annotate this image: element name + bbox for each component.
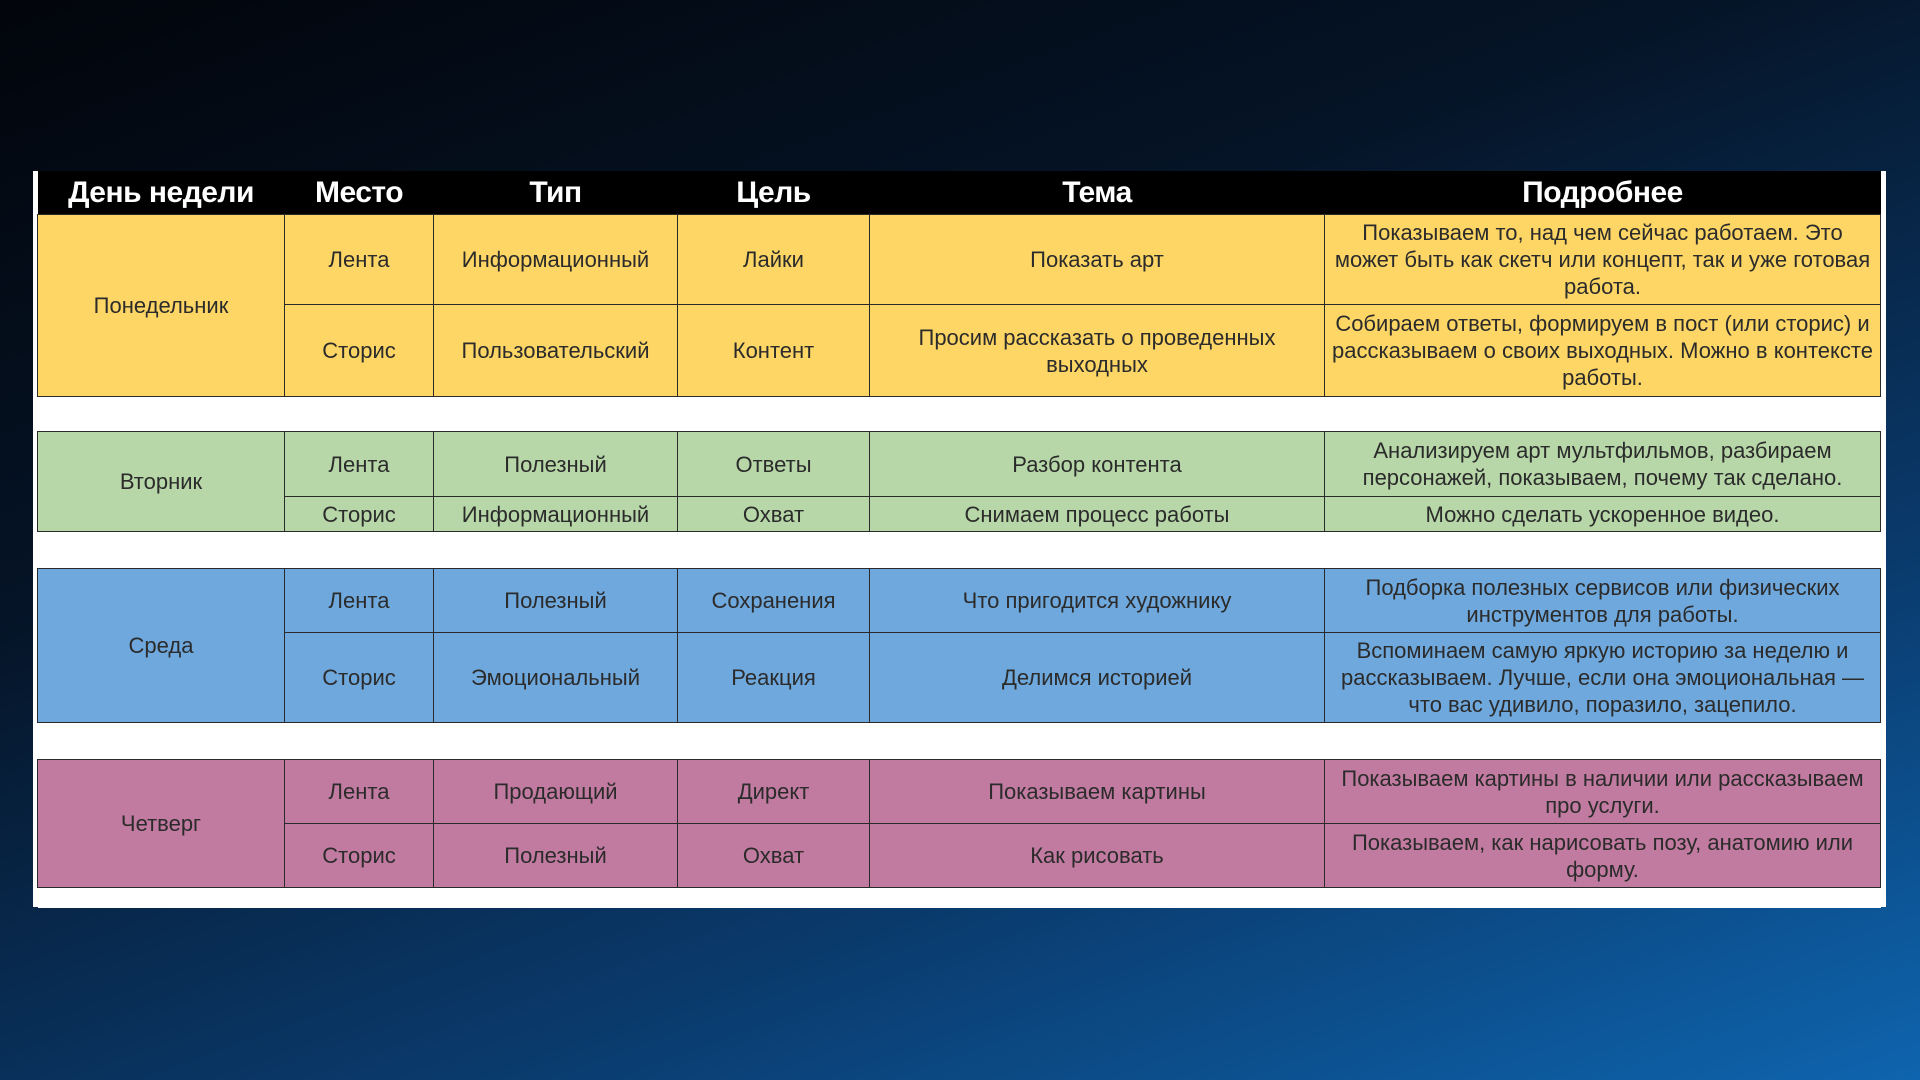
type-cell: Полезный bbox=[433, 431, 678, 497]
content-plan-table: День недели Место Тип Цель Тема Подробне… bbox=[37, 171, 1881, 908]
topic-cell: Снимаем процесс работы bbox=[869, 496, 1325, 532]
topic-cell: Показываем картины bbox=[869, 759, 1325, 824]
table-row: Четверг Лента Продающий Директ Показываем ка… bbox=[37, 759, 1881, 888]
goal-cell: Директ bbox=[677, 759, 870, 824]
details-cell: Собираем ответы, формируем в пост (или с… bbox=[1324, 304, 1881, 397]
day-cell: Среда bbox=[37, 568, 285, 723]
type-cell: Полезный bbox=[433, 823, 678, 888]
goal-cell: Сохранения bbox=[677, 568, 870, 633]
type-cell: Продающий bbox=[433, 759, 678, 824]
details-cell: Можно сделать ускоренное видео. bbox=[1324, 496, 1881, 532]
spacer-row bbox=[37, 531, 1881, 569]
place-cell: Сторис bbox=[284, 823, 434, 888]
table-row: Сторис Полезный Охват Как рисовать Показывае… bbox=[38, 823, 1881, 888]
header-topic: Тема bbox=[869, 171, 1325, 215]
goal-cell: Ответы bbox=[677, 431, 870, 497]
details-cell: Показываем, как нарисовать позу, анатоми… bbox=[1324, 823, 1881, 888]
header-day: День недели bbox=[37, 171, 285, 215]
goal-cell: Лайки bbox=[677, 214, 870, 305]
spacer-row bbox=[37, 887, 1881, 908]
spacer-row bbox=[37, 722, 1881, 760]
goal-cell: Охват bbox=[677, 823, 870, 888]
place-cell: Лента bbox=[284, 214, 434, 305]
topic-cell: Делимся историей bbox=[869, 632, 1325, 723]
table-row: Сторис Эмоциональный Реакция Делимся истори… bbox=[38, 632, 1881, 723]
type-cell: Эмоциональный bbox=[433, 632, 678, 723]
details-cell: Подборка полезных сервисов или физически… bbox=[1324, 568, 1881, 633]
type-cell: Полезный bbox=[433, 568, 678, 633]
place-cell: Лента bbox=[284, 431, 434, 497]
header-type: Тип bbox=[433, 171, 678, 215]
topic-cell: Как рисовать bbox=[869, 823, 1325, 888]
topic-cell: Что пригодится художнику bbox=[869, 568, 1325, 633]
spacer-row bbox=[37, 396, 1881, 432]
day-cell: Четверг bbox=[37, 759, 285, 888]
table-row: Среда Лента Полезный Сохранения Что пригодит… bbox=[37, 568, 1881, 723]
details-cell: Показываем картины в наличии или рассказ… bbox=[1324, 759, 1881, 824]
topic-cell: Разбор контента bbox=[869, 431, 1325, 497]
type-cell: Пользовательский bbox=[433, 304, 678, 397]
goal-cell: Реакция bbox=[677, 632, 870, 723]
place-cell: Сторис bbox=[284, 632, 434, 723]
table-row: Сторис Информационный Охват Снимаем процесс… bbox=[38, 496, 1881, 532]
table-row: Вторник Лента Полезный Ответы Разбор контент… bbox=[37, 431, 1881, 532]
goal-cell: Охват bbox=[677, 496, 870, 532]
type-cell: Информационный bbox=[433, 214, 678, 305]
details-cell: Анализируем арт мультфильмов, разбираем … bbox=[1324, 431, 1881, 497]
header-goal: Цель bbox=[677, 171, 870, 215]
header-details: Подробнее bbox=[1324, 171, 1881, 215]
type-cell: Информационный bbox=[433, 496, 678, 532]
details-cell: Показываем то, над чем сейчас работаем. … bbox=[1324, 214, 1881, 305]
place-cell: Лента bbox=[284, 759, 434, 824]
table-row: Понедельник Лента Информационный Лайки Показ… bbox=[37, 214, 1881, 397]
topic-cell: Просим рассказать о проведенных выходных bbox=[869, 304, 1325, 397]
day-cell: Понедельник bbox=[37, 214, 285, 397]
details-cell: Вспоминаем самую яркую историю за неделю… bbox=[1324, 632, 1881, 723]
day-cell: Вторник bbox=[37, 431, 285, 532]
goal-cell: Контент bbox=[677, 304, 870, 397]
place-cell: Сторис bbox=[284, 304, 434, 397]
header-place: Место bbox=[284, 171, 434, 215]
place-cell: Сторис bbox=[284, 496, 434, 532]
table-row: Сторис Пользовательский Контент Просим расс… bbox=[38, 304, 1881, 397]
topic-cell: Показать арт bbox=[869, 214, 1325, 305]
place-cell: Лента bbox=[284, 568, 434, 633]
header-row: День недели Место Тип Цель Тема Подробне… bbox=[37, 171, 1881, 215]
